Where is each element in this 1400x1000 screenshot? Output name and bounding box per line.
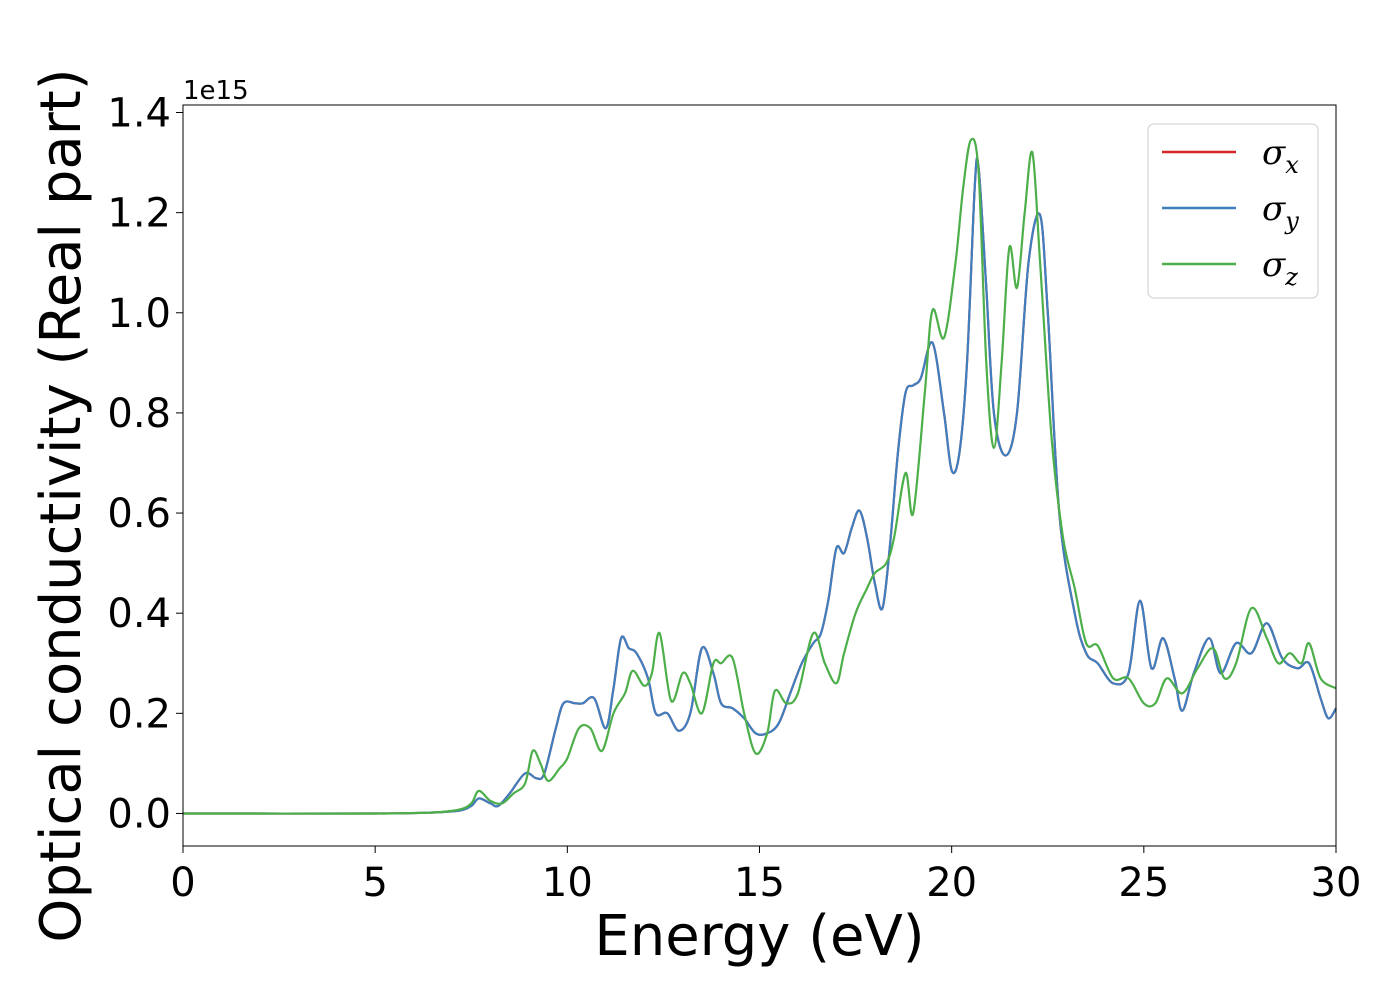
y-tick-label: 0.4 bbox=[107, 591, 171, 637]
y-tick-label: 0.6 bbox=[107, 491, 171, 537]
x-tick-label: 10 bbox=[542, 860, 593, 906]
x-tick-label: 0 bbox=[170, 860, 195, 906]
y-tick-label: 0.0 bbox=[107, 791, 171, 837]
x-tick-label: 30 bbox=[1311, 860, 1362, 906]
x-axis-label: Energy (eV) bbox=[594, 904, 924, 969]
y-axis-label: Optical conductivity (Real part) bbox=[29, 68, 94, 942]
plot-lines bbox=[182, 137, 1337, 815]
x-tick-label: 15 bbox=[734, 860, 785, 906]
legend: σx σy σz bbox=[1147, 123, 1319, 299]
x-tick-label: 5 bbox=[362, 860, 387, 906]
legend-label-z: σz bbox=[1262, 245, 1298, 291]
x-tick-label: 20 bbox=[926, 860, 977, 906]
series-line-y bbox=[182, 156, 1337, 815]
x-axis-ticks: 0 5 10 15 20 25 30 bbox=[170, 846, 1361, 906]
legend-box bbox=[1147, 123, 1319, 299]
y-tick-label: 0.8 bbox=[107, 391, 171, 437]
y-tick-label: 1.4 bbox=[107, 91, 171, 137]
series-line-z bbox=[182, 137, 1337, 815]
y-tick-label: 1.0 bbox=[107, 291, 171, 337]
x-tick-label: 25 bbox=[1118, 860, 1169, 906]
y-axis-ticks: 0.0 0.2 0.4 0.6 0.8 1.0 1.2 1.4 bbox=[107, 91, 183, 837]
legend-label-x: σx bbox=[1262, 133, 1299, 179]
y-tick-label: 0.2 bbox=[107, 691, 171, 737]
y-tick-label: 1.2 bbox=[107, 191, 171, 237]
legend-label-y: σy bbox=[1262, 189, 1299, 235]
y-axis-offset-label: 1e15 bbox=[183, 76, 249, 106]
